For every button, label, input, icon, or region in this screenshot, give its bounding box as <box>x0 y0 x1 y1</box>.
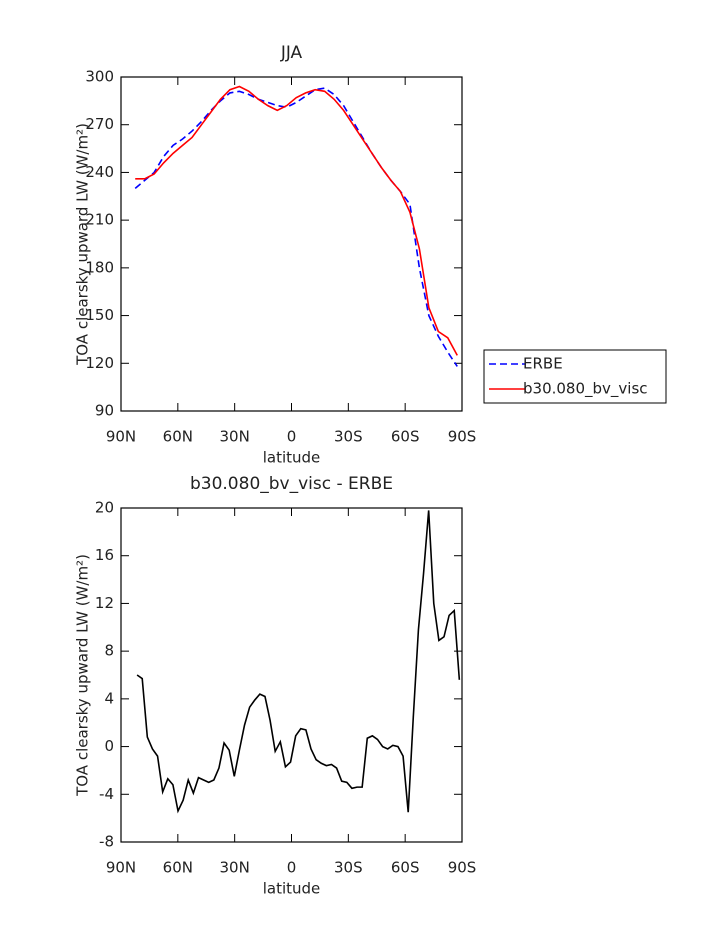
x-tick-label: 30S <box>334 428 363 446</box>
legend-label: b30.080_bv_visc <box>523 380 648 399</box>
chart-title: b30.080_bv_visc - ERBE <box>190 474 393 494</box>
x-tick-label: 60S <box>391 428 420 446</box>
plot-frame <box>120 507 463 843</box>
y-tick-label: -8 <box>99 833 114 851</box>
x-axis-label: latitude <box>263 880 321 898</box>
y-tick-label: 300 <box>85 68 114 86</box>
x-tick-label: 0 <box>287 428 297 446</box>
x-tick-label: 30N <box>220 428 250 446</box>
y-tick-label: 90 <box>95 402 114 420</box>
y-tick-label: 8 <box>104 642 114 660</box>
x-tick-label: 60S <box>391 859 420 877</box>
x-tick-label: 60N <box>163 428 193 446</box>
x-tick-label: 60N <box>163 859 193 877</box>
legend-box <box>483 349 667 404</box>
x-tick-label: 90N <box>106 859 136 877</box>
y-tick-label: 270 <box>85 115 114 133</box>
y-tick-label: 0 <box>104 737 114 755</box>
x-tick-label: 90S <box>448 428 477 446</box>
x-tick-label: 30S <box>334 859 363 877</box>
y-tick-label: 150 <box>85 306 114 324</box>
y-axis-label: TOA clearsky upward LW (W/m²) <box>74 554 92 797</box>
y-tick-label: 16 <box>95 546 114 564</box>
y-tick-label: 210 <box>85 211 114 229</box>
data-line <box>134 87 458 367</box>
y-tick-label: 12 <box>95 594 114 612</box>
x-tick-label: 90N <box>106 428 136 446</box>
legend-label: ERBE <box>523 355 563 373</box>
y-tick-label: 4 <box>104 689 114 707</box>
x-tick-label: 30N <box>220 859 250 877</box>
x-axis-label: latitude <box>263 449 321 467</box>
x-tick-label: 0 <box>287 859 297 877</box>
y-tick-label: 20 <box>95 499 114 517</box>
x-tick-label: 90S <box>448 859 477 877</box>
data-line <box>136 510 461 814</box>
data-line <box>135 85 458 356</box>
y-axis-label: TOA clearsky upward LW (W/m²) <box>74 123 92 366</box>
y-tick-label: 240 <box>85 163 114 181</box>
y-tick-label: 180 <box>85 258 114 276</box>
chart-title: JJA <box>280 43 303 63</box>
y-tick-label: -4 <box>99 785 114 803</box>
plot-frame <box>120 76 463 412</box>
y-tick-label: 120 <box>85 354 114 372</box>
